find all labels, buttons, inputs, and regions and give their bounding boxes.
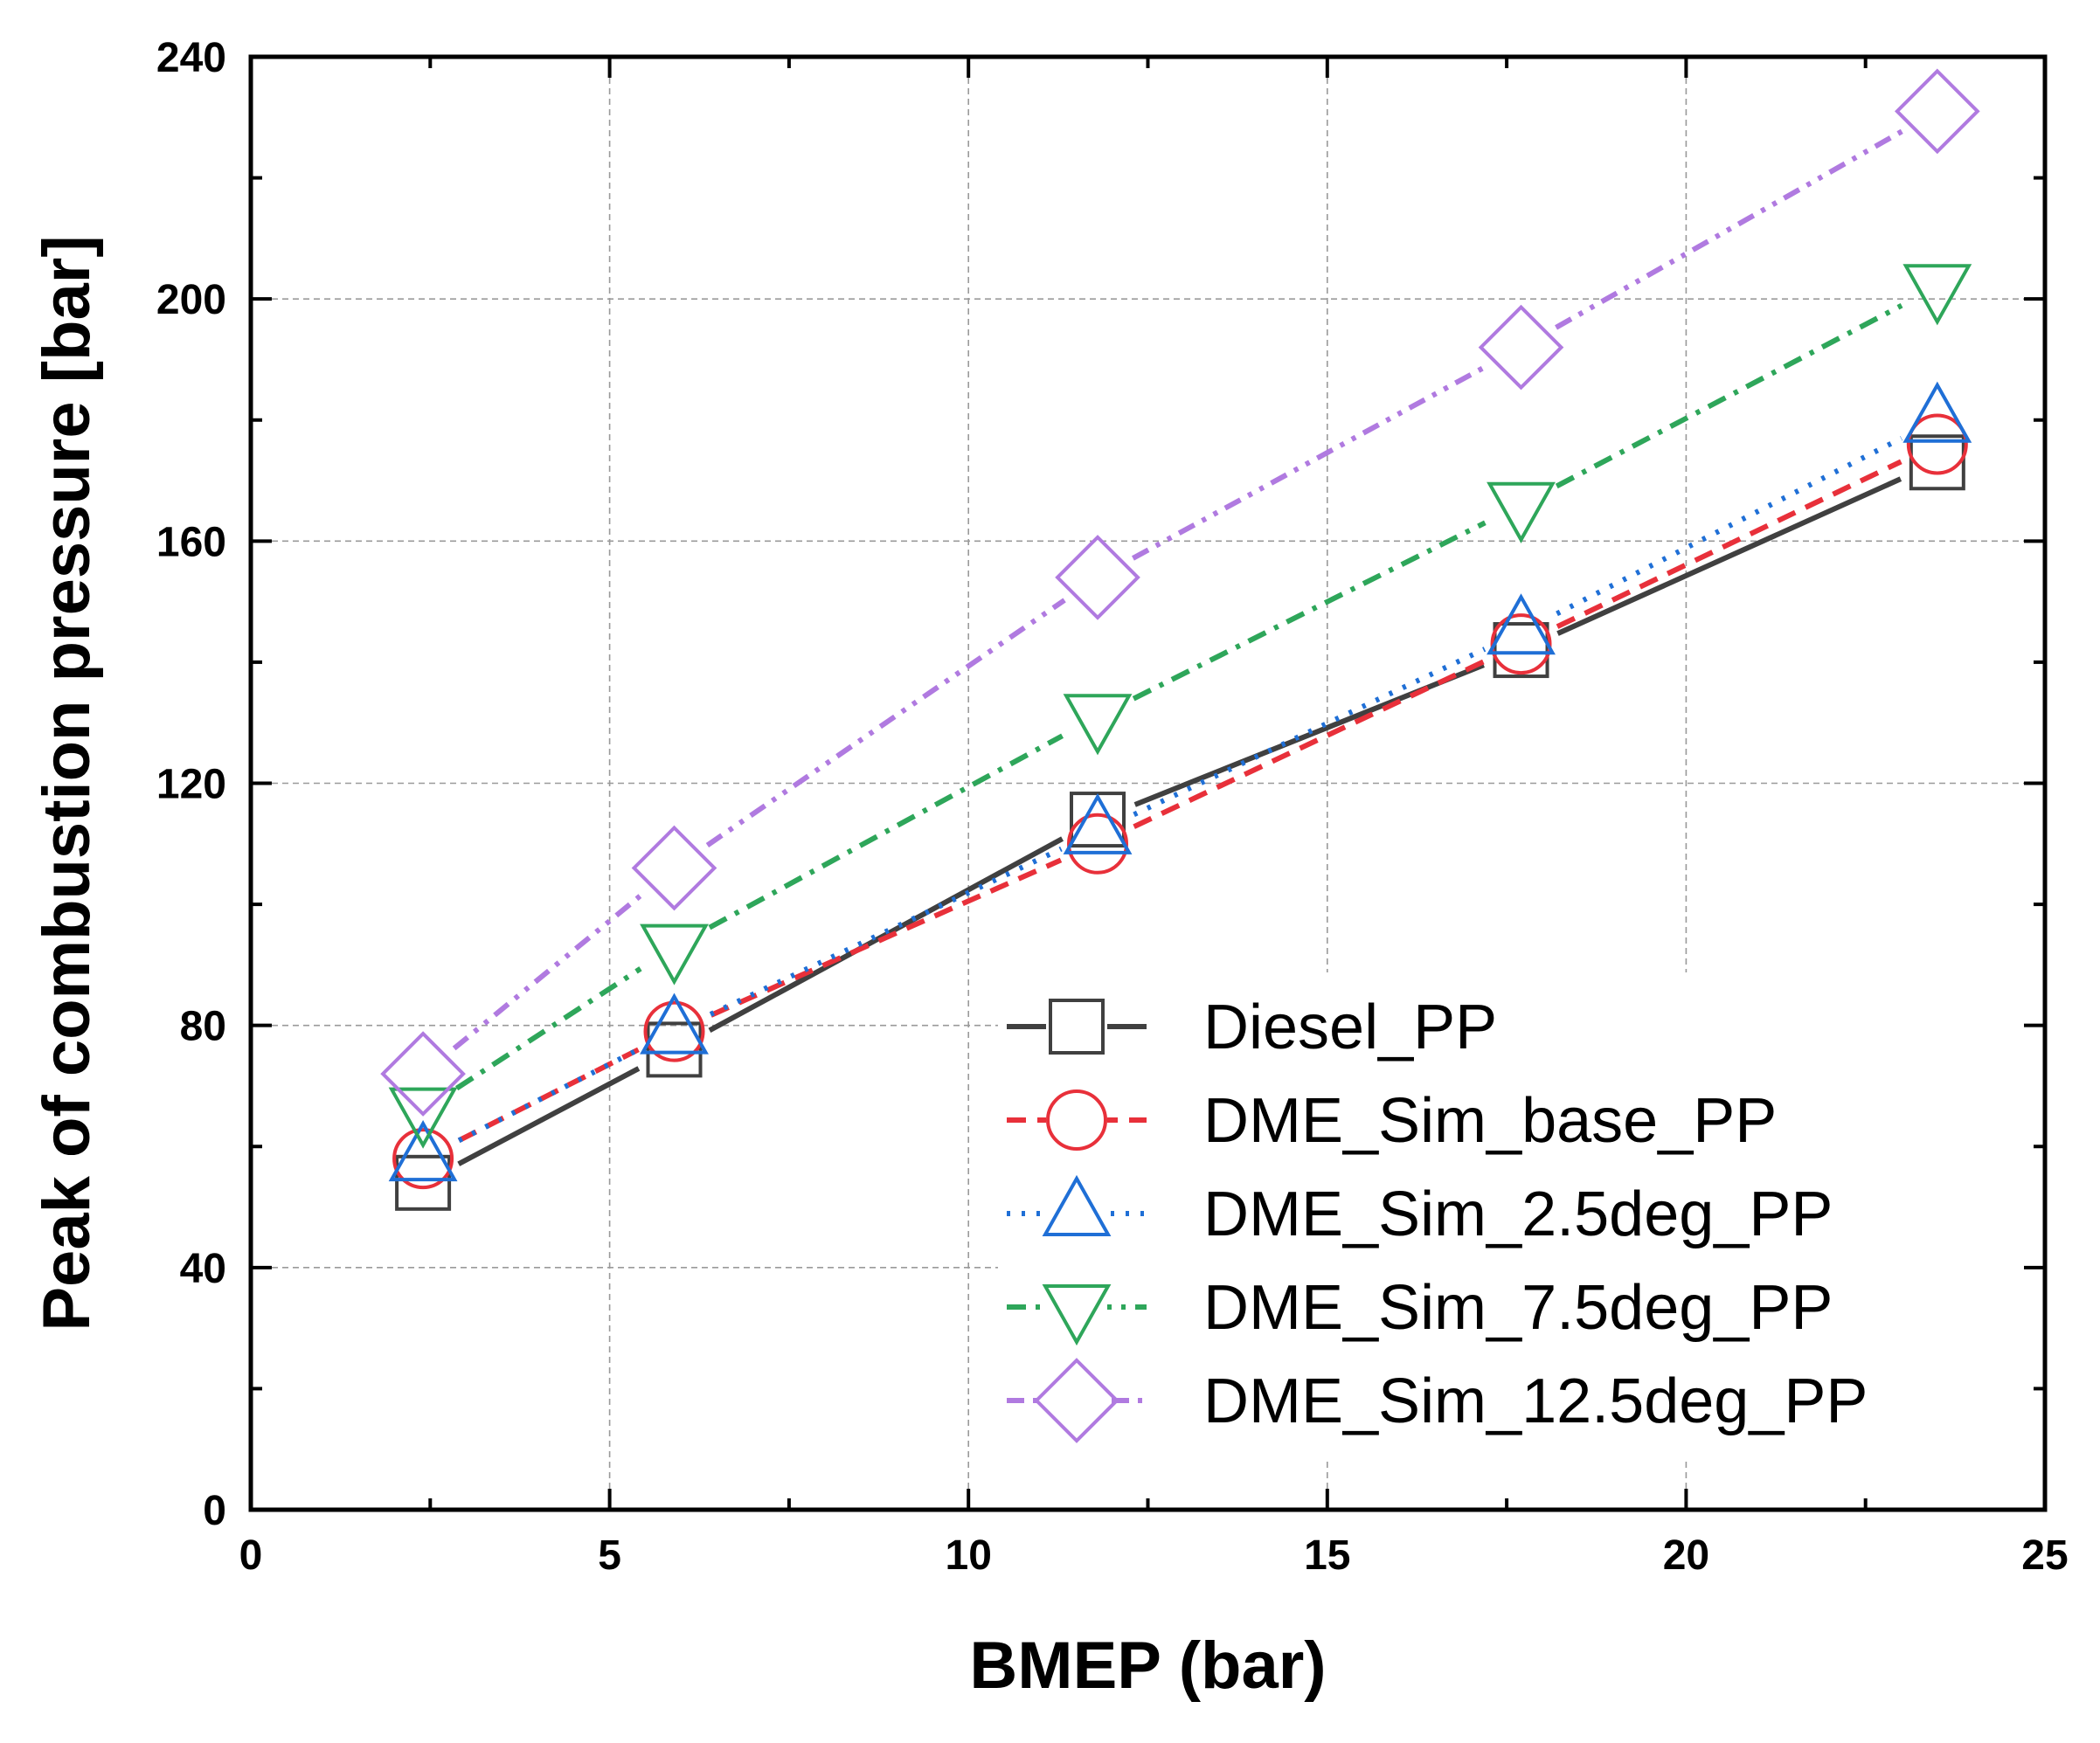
y-tick-label: 0 — [203, 1488, 226, 1534]
legend-marker-gap — [1046, 983, 1107, 1070]
y-tick-label: 120 — [156, 762, 226, 808]
data-point-diesel-pp — [395, 1154, 452, 1211]
data-point-dme-sim-2-5deg-pp — [1487, 593, 1556, 655]
series-line-dme-sim-2-5deg-pp — [1133, 647, 1487, 818]
y-tick-label: 200 — [156, 277, 226, 323]
data-point-dme-sim-2-5deg-pp — [1902, 381, 1972, 443]
x-axis-title: BMEP (bar) — [969, 1629, 1326, 1703]
series-line-dme-sim-12-5deg-pp — [452, 891, 645, 1051]
series-line-dme-sim-base-pp — [710, 857, 1063, 1018]
legend-label-dme-sim-2-5deg-pp: DME_Sim_2.5deg_PP — [1203, 1179, 1833, 1249]
x-tick-label: 10 — [946, 1532, 992, 1579]
legend-label-dme-sim-7-5deg-pp: DME_Sim_7.5deg_PP — [1203, 1273, 1833, 1343]
series-line-dme-sim-12-5deg-pp — [1132, 363, 1487, 561]
y-tick-label: 40 — [180, 1246, 226, 1292]
legend-label-dme-sim-12-5deg-pp: DME_Sim_12.5deg_PP — [1203, 1366, 1868, 1436]
legend-label-dme-sim-base-pp: DME_Sim_base_PP — [1203, 1086, 1777, 1156]
series-line-dme-sim-12-5deg-pp — [705, 598, 1066, 847]
data-point-dme-sim-2-5deg-pp — [640, 993, 709, 1055]
series-lines — [452, 128, 1904, 1166]
data-point-dme-sim-base-pp — [1490, 613, 1552, 675]
axis-ticks — [249, 55, 2047, 1511]
series-line-dme-sim-2-5deg-pp — [709, 846, 1063, 1017]
series-markers — [380, 68, 1980, 1211]
series-line-diesel-pp — [1556, 476, 1902, 636]
data-point-dme-sim-base-pp — [1906, 413, 1968, 475]
x-tick-label: 15 — [1304, 1532, 1350, 1579]
series-line-dme-sim-7-5deg-pp — [455, 966, 642, 1091]
legend-marker-gap — [1046, 1357, 1107, 1444]
legend-marker-dme-sim-12-5deg-pp — [1034, 1358, 1119, 1443]
data-point-dme-sim-7-5deg-pp — [388, 1087, 458, 1149]
series-line-dme-sim-12-5deg-pp — [1555, 128, 1904, 330]
y-axis-title: Peak of combustion pressure [bar] — [30, 235, 104, 1331]
legend: Diesel_PP DME_Sim_base_PP DME_Sim_2.5deg_P… — [1007, 983, 1868, 1444]
data-point-dme-sim-base-pp — [1067, 813, 1129, 875]
data-point-diesel-pp — [1493, 622, 1549, 679]
series-line-dme-sim-2-5deg-pp — [1556, 435, 1903, 617]
data-point-dme-sim-12-5deg-pp — [380, 1031, 466, 1117]
series-line-dme-sim-base-pp — [457, 1047, 640, 1144]
data-point-dme-sim-7-5deg-pp — [640, 923, 709, 986]
data-point-dme-sim-7-5deg-pp — [1487, 481, 1556, 543]
x-tick-label: 5 — [598, 1532, 621, 1579]
data-point-dme-sim-12-5deg-pp — [1055, 535, 1140, 620]
y-tick-label: 80 — [180, 1004, 226, 1050]
series-line-dme-sim-base-pp — [1556, 459, 1902, 629]
tick-labels: 0 5 10 15 20 25 0 40 80 120 160 200 240 — [156, 35, 2069, 1579]
series-line-diesel-pp — [457, 1066, 641, 1166]
data-point-dme-sim-base-pp — [643, 1000, 705, 1062]
series-line-diesel-pp — [708, 836, 1064, 1034]
x-tick-label: 20 — [1663, 1532, 1709, 1579]
data-point-diesel-pp — [646, 1021, 703, 1078]
data-point-dme-sim-12-5deg-pp — [631, 825, 717, 911]
legend-marker-dme-sim-2-5deg-pp — [1042, 1174, 1112, 1236]
x-tick-label: 25 — [2021, 1532, 2068, 1579]
legend-marker-dme-sim-7-5deg-pp — [1042, 1284, 1112, 1346]
x-tick-label: 0 — [239, 1532, 263, 1579]
data-point-dme-sim-12-5deg-pp — [1894, 68, 1980, 155]
data-point-dme-sim-7-5deg-pp — [1063, 694, 1133, 756]
series-line-dme-sim-base-pp — [1133, 659, 1487, 829]
legend-label-diesel-pp: Diesel_PP — [1203, 993, 1497, 1062]
data-point-dme-sim-12-5deg-pp — [1478, 304, 1564, 391]
y-tick-label: 160 — [156, 519, 226, 565]
series-line-dme-sim-7-5deg-pp — [708, 733, 1064, 930]
data-point-dme-sim-base-pp — [392, 1128, 454, 1190]
legend-background — [998, 972, 2041, 1457]
y-tick-label: 240 — [156, 35, 226, 81]
legend-marker-dme-sim-base-pp — [1046, 1089, 1107, 1151]
legend-marker-diesel-pp — [1049, 999, 1105, 1055]
data-point-dme-sim-2-5deg-pp — [388, 1120, 458, 1182]
data-point-diesel-pp — [1909, 434, 1965, 491]
data-point-dme-sim-7-5deg-pp — [1902, 264, 1972, 326]
data-point-dme-sim-2-5deg-pp — [1063, 792, 1133, 854]
